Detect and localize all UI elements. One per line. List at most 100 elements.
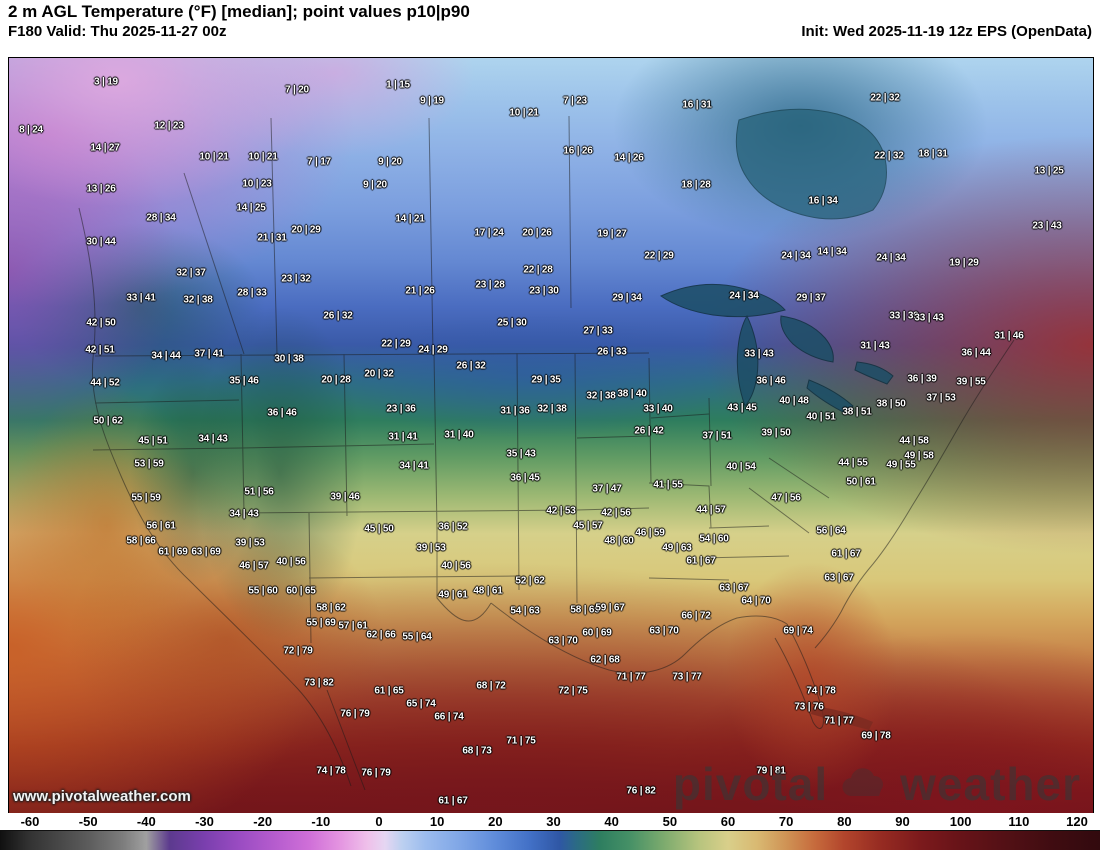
point-value-label: 24 | 29	[418, 344, 448, 356]
point-value-label: 18 | 31	[918, 148, 948, 160]
point-value-label: 1 | 15	[386, 79, 410, 91]
point-value-label: 42 | 56	[601, 507, 631, 519]
point-value-label: 43 | 45	[727, 402, 757, 414]
point-value-label: 36 | 46	[756, 375, 786, 387]
point-value-label: 23 | 43	[1032, 220, 1062, 232]
point-value-label: 69 | 74	[783, 625, 813, 637]
colorbar-tick: 50	[662, 814, 678, 829]
point-value-label: 46 | 59	[635, 527, 665, 539]
point-value-label: 55 | 69	[306, 617, 336, 629]
point-value-label: 71 | 77	[824, 715, 854, 727]
point-value-label: 7 | 20	[285, 84, 309, 96]
point-value-label: 71 | 77	[616, 671, 646, 683]
point-value-label: 21 | 31	[257, 232, 287, 244]
point-value-label: 23 | 32	[281, 273, 311, 285]
point-value-label: 36 | 44	[961, 347, 991, 359]
point-value-label: 56 | 64	[816, 525, 846, 537]
point-value-label: 37 | 53	[926, 392, 956, 404]
point-value-label: 29 | 37	[796, 292, 826, 304]
point-value-label: 42 | 50	[86, 317, 116, 329]
point-value-label: 41 | 55	[653, 479, 683, 491]
point-value-label: 35 | 43	[506, 448, 536, 460]
colorbar-tick: 30	[546, 814, 561, 829]
point-value-label: 62 | 66	[366, 629, 396, 641]
point-value-label: 12 | 23	[154, 120, 184, 132]
point-value-label: 31 | 40	[444, 429, 474, 441]
point-value-label: 22 | 29	[381, 338, 411, 350]
colorbar-tick: 100	[949, 814, 972, 829]
point-value-label: 79 | 81	[756, 765, 786, 777]
point-value-label: 23 | 30	[529, 285, 559, 297]
point-value-label: 21 | 26	[405, 285, 435, 297]
point-value-label: 10 | 21	[199, 151, 229, 163]
temperature-map[interactable]: 3 | 19 7 | 20 1 | 15 9 | 19 10 | 21 7 | 23 16 …	[8, 57, 1094, 814]
point-value-label: 54 | 60	[699, 533, 729, 545]
point-value-label: 46 | 57	[239, 560, 269, 572]
colorbar-tick: -60	[20, 814, 40, 829]
point-value-label: 14 | 27	[90, 142, 120, 154]
point-value-label: 38 | 51	[842, 406, 872, 418]
point-value-label: 49 | 63	[662, 542, 692, 554]
point-value-label: 36 | 39	[907, 373, 937, 385]
colorbar-tick: -40	[136, 814, 156, 829]
point-value-label: 45 | 51	[138, 435, 168, 447]
colorbar-tick: -50	[78, 814, 98, 829]
point-value-label: 30 | 44	[86, 236, 116, 248]
point-value-label: 44 | 55	[838, 457, 868, 469]
point-value-label: 16 | 26	[563, 145, 593, 157]
point-value-label: 55 | 64	[402, 631, 432, 643]
colorbar-tick: -30	[195, 814, 214, 829]
point-value-label: 13 | 25	[1034, 165, 1064, 177]
point-value-label: 3 | 19	[94, 76, 118, 88]
point-value-label: 31 | 43	[860, 340, 890, 352]
point-value-label: 49 | 55	[886, 459, 916, 471]
point-value-label: 14 | 26	[614, 152, 644, 164]
point-value-label: 58 | 66	[126, 535, 156, 547]
point-value-label: 36 | 46	[267, 407, 297, 419]
point-value-label: 10 | 21	[509, 107, 539, 119]
point-value-label: 14 | 21	[395, 213, 425, 225]
point-value-label: 50 | 62	[93, 415, 123, 427]
point-value-label: 40 | 56	[276, 556, 306, 568]
point-value-label: 40 | 48	[779, 395, 809, 407]
point-value-label: 50 | 61	[846, 476, 876, 488]
colorbar-tick: -10	[311, 814, 331, 829]
point-value-label: 26 | 32	[323, 310, 353, 322]
point-value-label: 34 | 44	[151, 350, 181, 362]
point-value-label: 68 | 73	[462, 745, 492, 757]
point-value-label: 51 | 56	[244, 486, 274, 498]
colorbar-tick: 10	[429, 814, 445, 829]
point-value-label: 62 | 68	[590, 654, 620, 666]
point-value-label: 44 | 52	[90, 377, 120, 389]
point-value-label: 56 | 61	[146, 520, 176, 532]
point-value-label: 64 | 70	[741, 595, 771, 607]
point-value-label: 74 | 78	[316, 765, 346, 777]
point-value-label: 39 | 53	[235, 537, 265, 549]
point-value-label: 49 | 61	[438, 589, 468, 601]
point-value-label: 39 | 46	[330, 491, 360, 503]
point-value-label: 59 | 67	[595, 602, 625, 614]
point-value-label: 61 | 67	[831, 548, 861, 560]
point-value-label: 63 | 70	[548, 635, 578, 647]
valid-time-label: F180 Valid: Thu 2025-11-27 00z	[8, 23, 227, 40]
point-value-label: 44 | 57	[696, 504, 726, 516]
point-value-label: 40 | 54	[726, 461, 756, 473]
point-value-label: 36 | 52	[438, 521, 468, 533]
point-labels: 3 | 19 7 | 20 1 | 15 9 | 19 10 | 21 7 | 23 16 …	[9, 58, 1093, 813]
colorbar-tick: 110	[1008, 814, 1030, 829]
point-value-label: 9 | 19	[420, 95, 444, 107]
point-value-label: 37 | 51	[702, 430, 732, 442]
point-value-label: 47 | 56	[771, 492, 801, 504]
colorbar-tick: 0	[375, 814, 383, 829]
point-value-label: 13 | 26	[86, 183, 116, 195]
logo-text-weather: weather	[900, 758, 1081, 810]
point-value-label: 20 | 32	[364, 368, 394, 380]
temperature-colorbar: -60 -50 -40 -30 -20 -10 0 10 20 30 40 50 60 70 80 90 100…	[0, 813, 1100, 850]
point-value-label: 39 | 55	[956, 376, 986, 388]
point-value-label: 16 | 34	[808, 195, 838, 207]
point-value-label: 8 | 24	[19, 124, 43, 136]
point-value-label: 25 | 30	[497, 317, 527, 329]
point-value-label: 23 | 28	[475, 279, 505, 291]
point-value-label: 9 | 20	[378, 156, 402, 168]
